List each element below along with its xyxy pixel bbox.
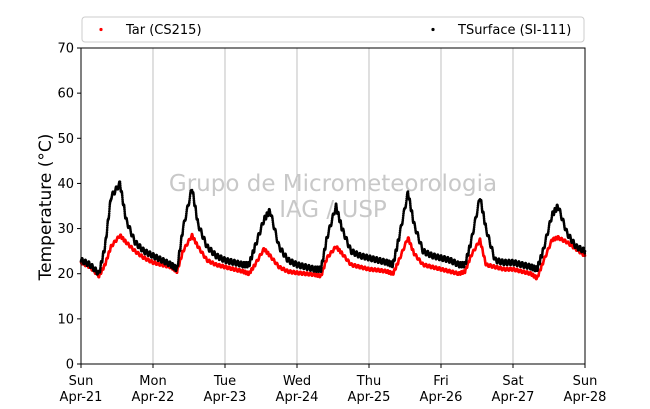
data-point	[401, 216, 405, 220]
data-point	[194, 210, 198, 214]
data-point	[123, 208, 126, 211]
data-point	[473, 223, 476, 227]
data-point	[177, 260, 180, 264]
data-point	[543, 241, 547, 245]
data-point	[179, 243, 183, 246]
data-point	[188, 199, 191, 202]
data-point	[188, 196, 192, 200]
data-point	[271, 220, 275, 224]
data-point	[185, 210, 188, 213]
data-point	[547, 226, 551, 229]
data-point	[181, 229, 185, 233]
data-point	[476, 206, 480, 210]
data-point	[184, 214, 188, 217]
data-point	[185, 212, 188, 215]
series-layer	[79, 180, 587, 281]
data-point	[398, 233, 401, 237]
data-point	[476, 208, 479, 212]
data-point	[469, 238, 473, 242]
data-point	[405, 199, 408, 203]
data-point	[472, 225, 476, 229]
data-point	[107, 213, 111, 217]
data-point	[105, 228, 109, 232]
data-point	[105, 226, 109, 229]
data-point	[118, 180, 122, 184]
data-point	[103, 242, 107, 246]
data-point	[194, 208, 198, 212]
data-point	[271, 218, 275, 222]
data-point	[401, 214, 405, 218]
data-point	[398, 235, 401, 239]
data-point	[121, 196, 124, 199]
data-point	[108, 207, 111, 211]
data-point	[177, 256, 180, 260]
data-point	[547, 227, 550, 231]
data-point	[472, 227, 476, 231]
data-point	[398, 231, 402, 235]
data-point	[192, 195, 195, 198]
data-point	[476, 210, 479, 214]
data-point	[181, 227, 185, 231]
data-point	[106, 224, 109, 227]
watermark-line-1: Grupo de Micrometeorologia	[169, 171, 497, 197]
data-point	[188, 194, 192, 198]
data-point	[274, 232, 278, 236]
data-point	[192, 197, 196, 200]
data-point	[398, 229, 402, 232]
data-point	[181, 225, 185, 229]
series-1	[79, 180, 587, 276]
grid-layer	[152, 48, 514, 364]
data-point	[179, 241, 183, 244]
data-point	[404, 201, 408, 205]
data-point	[544, 239, 547, 243]
data-point	[107, 212, 111, 215]
data-point	[108, 209, 111, 213]
data-point	[118, 182, 122, 186]
data-point	[120, 194, 124, 197]
data-point	[177, 258, 180, 262]
data-point	[401, 218, 405, 222]
data-point	[179, 245, 182, 248]
data-point	[105, 230, 109, 234]
data-point	[105, 232, 109, 236]
data-point	[108, 205, 111, 208]
data-point	[275, 234, 278, 238]
watermark: Grupo de Micrometeorologia IAG / USP	[169, 171, 497, 223]
data-point	[123, 209, 126, 213]
data-point	[405, 197, 408, 200]
data-point	[103, 245, 107, 248]
data-point	[469, 240, 473, 244]
